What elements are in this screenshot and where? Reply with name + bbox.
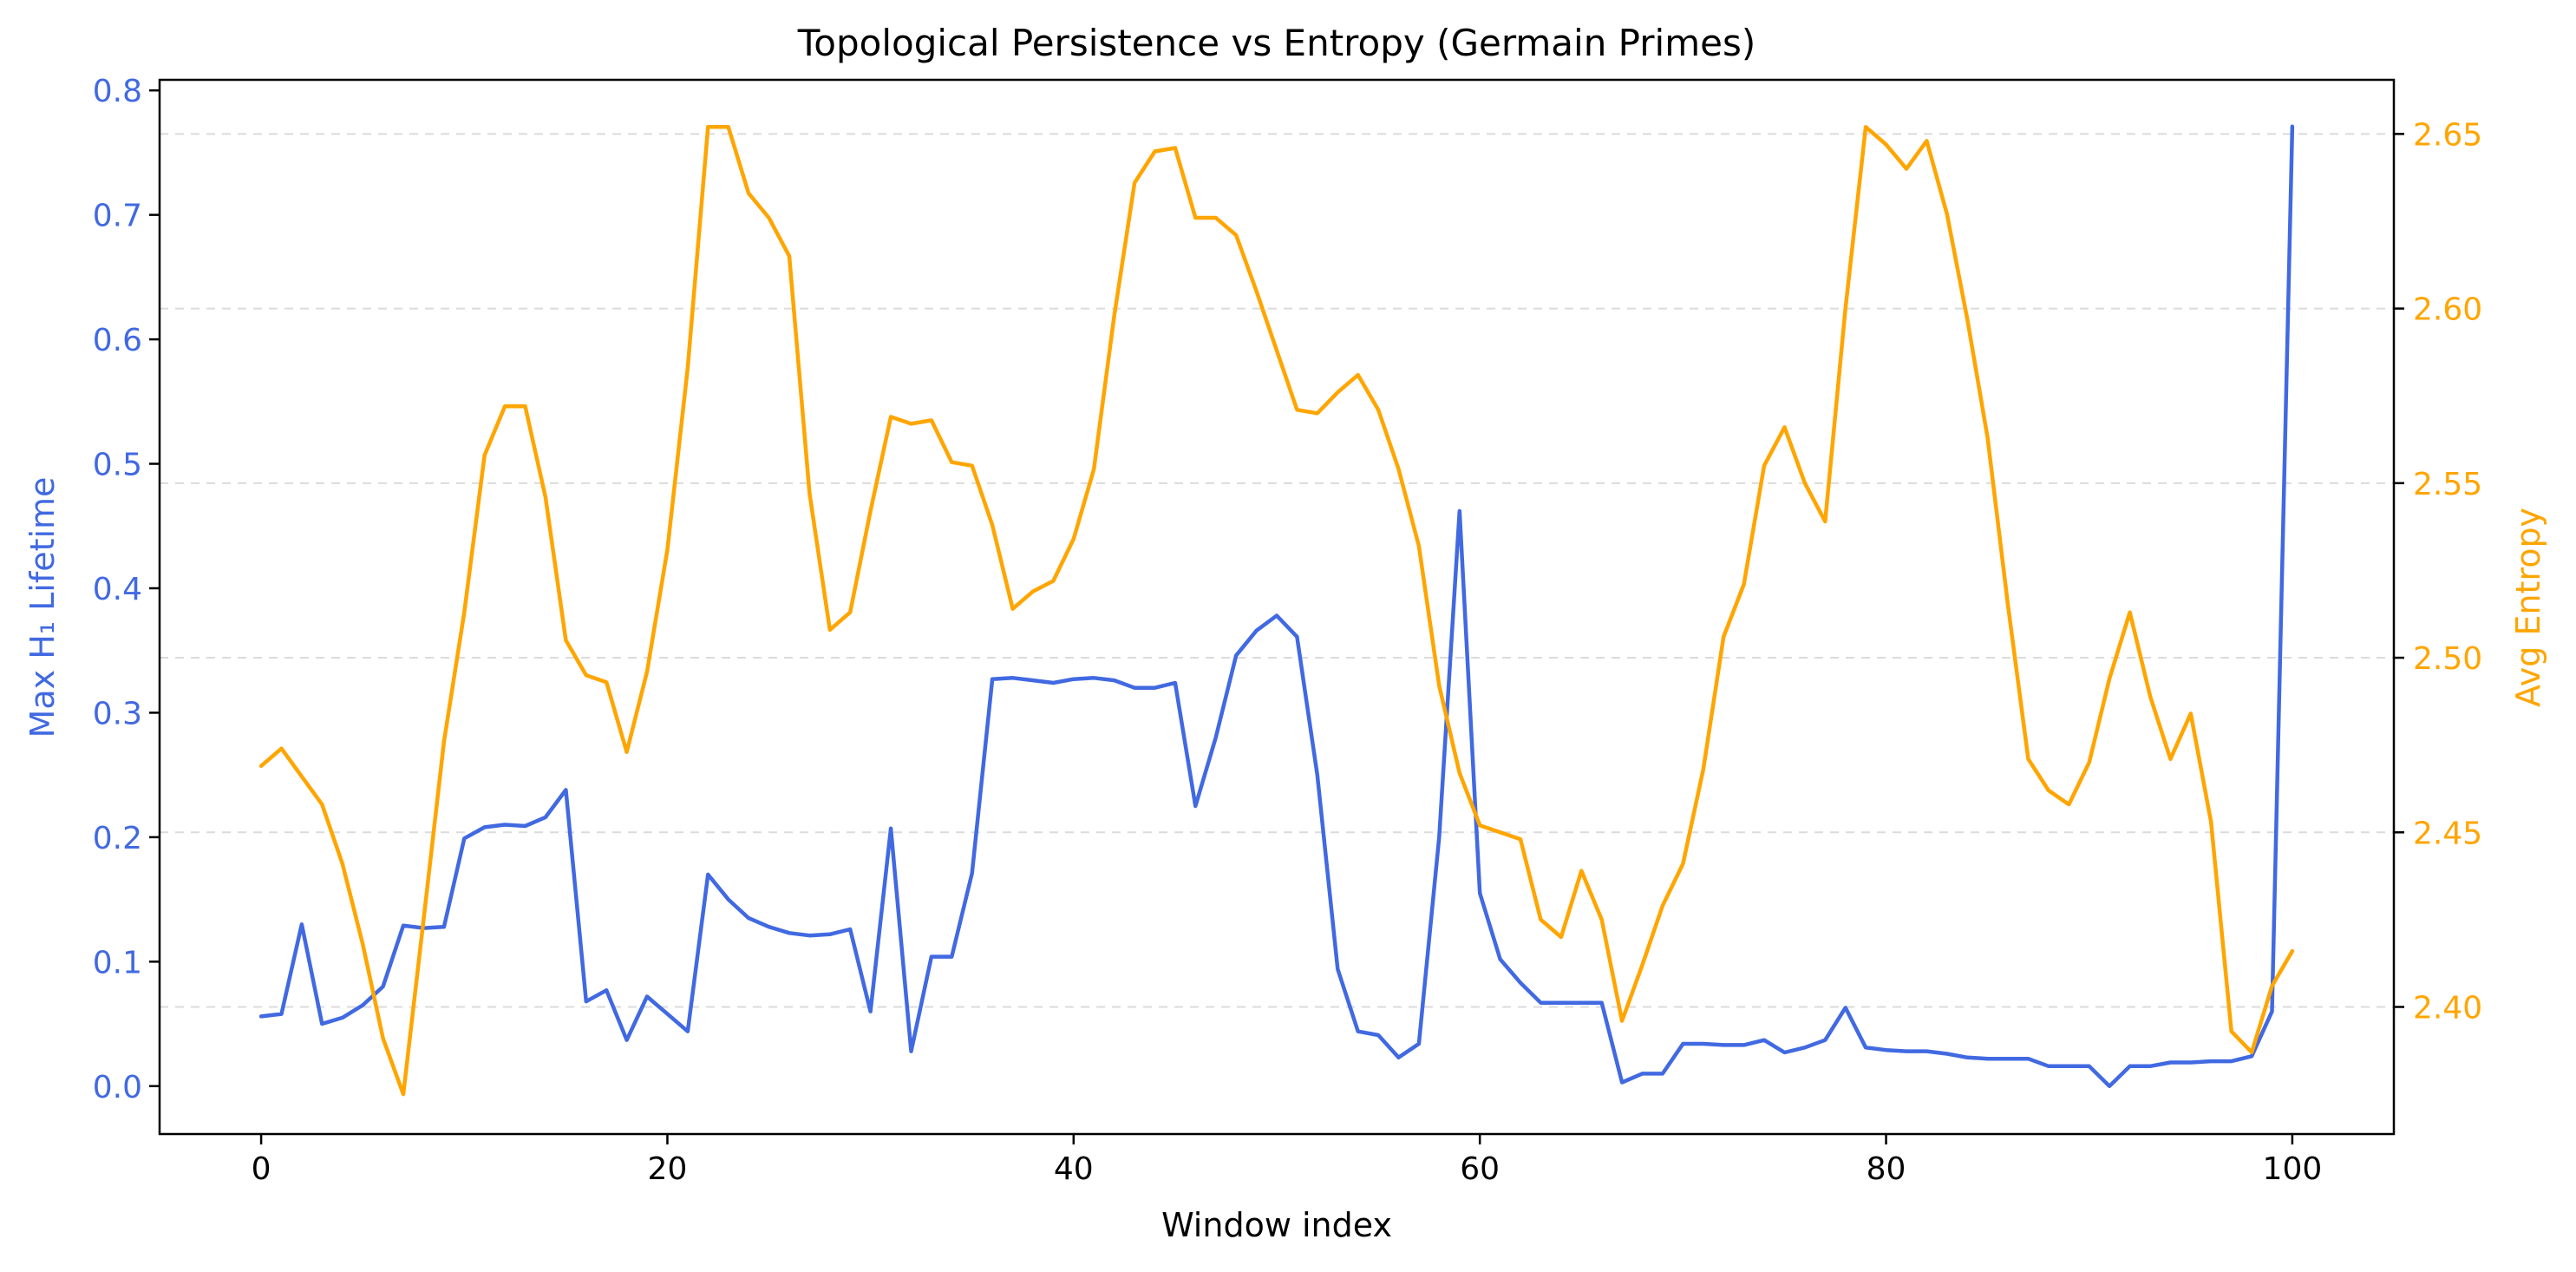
right-y-tick-label: 2.65 — [2413, 117, 2482, 153]
left-y-tick-label: 0.1 — [93, 945, 142, 980]
series-line-avg-entropy — [258, 125, 2295, 1097]
series-line-max-h1-lifetime — [258, 124, 2295, 1089]
left-y-axis-label: Max H₁ Lifetime — [23, 477, 62, 738]
right-y-tick-label: 2.40 — [2413, 991, 2482, 1026]
left-y-tick-label: 0.2 — [93, 821, 142, 856]
left-y-tick-label: 0.3 — [93, 696, 142, 731]
left-y-tick-label: 0.5 — [93, 448, 142, 483]
x-axis-ticks: 0 20 40 60 80 100 — [252, 1134, 2323, 1187]
chart-title: Topological Persistence vs Entropy (Germ… — [797, 22, 1755, 64]
right-y-tick-label: 2.45 — [2413, 816, 2482, 851]
x-tick-label: 60 — [1460, 1151, 1500, 1187]
grid-lines — [160, 133, 2394, 1008]
right-y-tick-label: 2.50 — [2413, 641, 2482, 677]
left-y-tick-label: 0.4 — [93, 572, 142, 607]
x-axis-label: Window index — [1161, 1206, 1392, 1244]
x-tick-label: 20 — [648, 1151, 688, 1187]
left-y-tick-label: 0.6 — [93, 323, 142, 358]
right-y-tick-label: 2.55 — [2413, 467, 2482, 502]
plot-frame — [158, 78, 2396, 1136]
x-tick-label: 0 — [252, 1151, 271, 1187]
right-y-axis-label: Avg Entropy — [2509, 508, 2547, 707]
x-tick-label: 80 — [1867, 1151, 1906, 1187]
left-y-tick-label: 0.0 — [93, 1070, 142, 1105]
series-lines — [258, 124, 2295, 1097]
right-y-axis-ticks: 2.40 2.45 2.50 2.55 2.60 2.65 — [2394, 117, 2482, 1026]
left-y-tick-label: 0.7 — [93, 199, 142, 234]
x-tick-label: 40 — [1054, 1151, 1094, 1187]
left-y-tick-label: 0.8 — [93, 74, 142, 109]
left-y-axis-ticks: 0.0 0.1 0.2 0.3 0.4 0.5 0.6 0.7 0.8 — [93, 74, 160, 1105]
right-y-tick-label: 2.60 — [2413, 292, 2482, 328]
x-tick-label: 100 — [2263, 1151, 2323, 1187]
